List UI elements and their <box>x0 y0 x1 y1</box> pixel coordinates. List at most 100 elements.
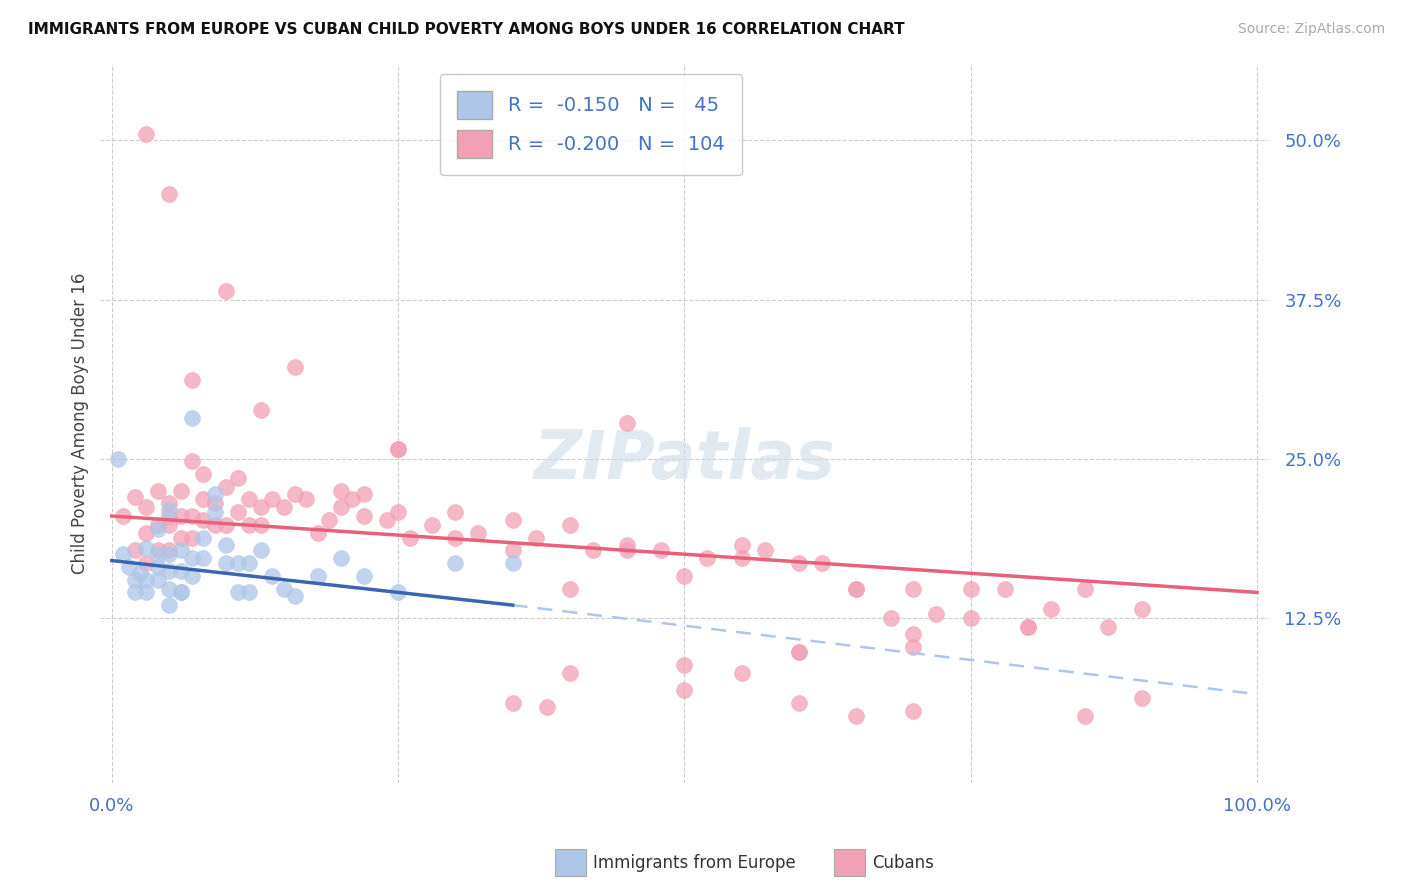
Point <box>387 505 409 519</box>
Point <box>204 496 226 510</box>
Point <box>215 284 238 298</box>
Text: Cubans: Cubans <box>872 854 934 871</box>
Point <box>994 582 1017 596</box>
Text: IMMIGRANTS FROM EUROPE VS CUBAN CHILD POVERTY AMONG BOYS UNDER 16 CORRELATION CH: IMMIGRANTS FROM EUROPE VS CUBAN CHILD PO… <box>28 22 904 37</box>
Text: Immigrants from Europe: Immigrants from Europe <box>593 854 796 871</box>
Point <box>157 502 180 516</box>
Point <box>616 538 638 552</box>
Point <box>273 500 295 514</box>
Point <box>787 645 810 659</box>
Point <box>329 500 352 514</box>
Point <box>135 541 157 555</box>
Point <box>422 517 444 532</box>
Point <box>353 569 375 583</box>
Point <box>295 492 318 507</box>
Point <box>558 665 581 680</box>
Point <box>181 411 204 425</box>
Point <box>262 569 284 583</box>
Point <box>193 551 215 566</box>
Point <box>124 585 146 599</box>
Point <box>124 573 146 587</box>
Point <box>444 531 467 545</box>
Point <box>146 543 169 558</box>
Point <box>925 607 948 621</box>
Point <box>318 513 340 527</box>
Point <box>204 517 226 532</box>
Point <box>135 556 157 570</box>
Point <box>181 569 204 583</box>
Point <box>135 525 157 540</box>
Point <box>157 582 180 596</box>
Point <box>811 556 834 570</box>
Point <box>502 513 524 527</box>
Point <box>169 585 191 599</box>
Point <box>157 517 180 532</box>
Point <box>226 556 249 570</box>
Point <box>249 517 271 532</box>
Point <box>169 508 191 523</box>
Point <box>903 640 925 654</box>
Point <box>467 525 489 540</box>
Point <box>226 505 249 519</box>
Point <box>146 560 169 574</box>
Point <box>124 543 146 558</box>
Point <box>754 543 776 558</box>
Point <box>398 531 420 545</box>
Point <box>193 513 215 527</box>
Point <box>307 569 329 583</box>
Y-axis label: Child Poverty Among Boys Under 16: Child Poverty Among Boys Under 16 <box>72 273 89 574</box>
Point <box>616 543 638 558</box>
Point <box>307 525 329 540</box>
Point <box>903 627 925 641</box>
Point <box>107 451 129 466</box>
Point <box>845 582 868 596</box>
Point <box>1017 620 1039 634</box>
Point <box>169 483 191 498</box>
Point <box>226 471 249 485</box>
Point <box>284 487 307 501</box>
Point <box>616 416 638 430</box>
Point <box>1132 691 1154 706</box>
Point <box>181 508 204 523</box>
Point <box>787 645 810 659</box>
Point <box>181 551 204 566</box>
Point <box>146 522 169 536</box>
Point <box>787 696 810 710</box>
Point <box>129 566 152 581</box>
Point <box>118 560 141 574</box>
Point <box>387 585 409 599</box>
Point <box>112 547 135 561</box>
Point <box>1017 620 1039 634</box>
Point <box>135 585 157 599</box>
Point <box>959 582 981 596</box>
Point <box>524 531 547 545</box>
Point <box>284 360 307 375</box>
Point <box>238 517 260 532</box>
Point <box>353 487 375 501</box>
Point <box>157 496 180 510</box>
Point <box>135 500 157 514</box>
Point <box>673 569 696 583</box>
Point <box>650 543 672 558</box>
Point <box>387 442 409 456</box>
Point <box>193 467 215 481</box>
Point <box>157 543 180 558</box>
Point <box>444 505 467 519</box>
Point <box>329 483 352 498</box>
Point <box>1132 602 1154 616</box>
Point <box>169 585 191 599</box>
Point <box>215 517 238 532</box>
Point <box>262 492 284 507</box>
Point <box>582 543 605 558</box>
Point <box>845 709 868 723</box>
Point <box>536 700 558 714</box>
Point <box>204 487 226 501</box>
Point <box>112 508 135 523</box>
Point <box>329 551 352 566</box>
Point <box>502 696 524 710</box>
Point <box>157 547 180 561</box>
Point <box>181 531 204 545</box>
Point <box>157 508 180 523</box>
Point <box>1097 620 1119 634</box>
Point <box>730 665 752 680</box>
